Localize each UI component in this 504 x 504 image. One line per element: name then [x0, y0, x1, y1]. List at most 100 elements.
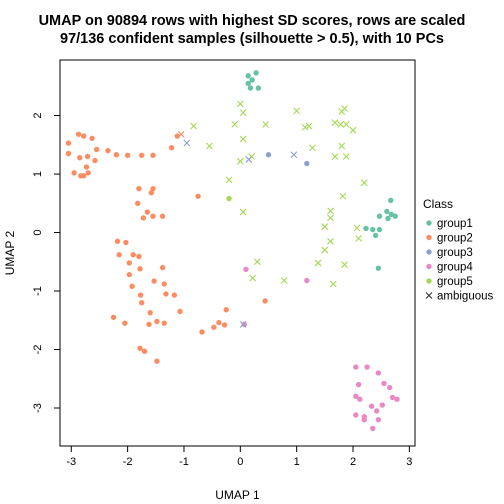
group2-point — [77, 154, 83, 161]
ambiguous-point — [231, 120, 239, 128]
legend-title: Class — [423, 197, 453, 211]
group1-point — [363, 225, 369, 232]
legend-label-group5: group5 — [437, 276, 473, 288]
group2-point — [130, 252, 136, 258]
group2-point — [116, 252, 122, 258]
group2-point — [199, 329, 205, 335]
group4-point — [375, 416, 382, 423]
y-tick-label: -2 — [32, 345, 44, 355]
group2-point — [136, 185, 142, 192]
ambiguous-point — [305, 122, 313, 130]
group1-point — [370, 226, 376, 233]
ambiguous-point — [225, 176, 233, 184]
group4-point — [394, 396, 400, 402]
ambiguous-point — [301, 123, 309, 131]
group2-point — [124, 152, 131, 159]
ambiguous-point — [342, 153, 350, 160]
x-tick-label: 0 — [237, 456, 243, 468]
group2-point — [150, 185, 156, 192]
ambiguous-point — [338, 142, 346, 150]
group4-point — [304, 277, 310, 284]
x-tick-label: 1 — [294, 456, 300, 468]
group2-point — [126, 260, 133, 266]
group4-point — [370, 425, 376, 432]
group2-point — [177, 308, 183, 315]
ambiguous-point — [205, 142, 213, 150]
group2-point — [83, 164, 90, 170]
group2-point — [65, 140, 72, 146]
group2-point — [93, 146, 100, 153]
ambiguous-point — [327, 207, 334, 215]
group2-point — [122, 320, 128, 326]
group1-point — [253, 70, 259, 76]
legend-marker-ambiguous — [425, 292, 433, 299]
group2-point — [137, 292, 144, 298]
group2-point — [84, 153, 91, 160]
group4-point — [381, 380, 387, 387]
chart-title-line-2: 97/136 confident samples (silhouette > 0… — [60, 31, 444, 47]
group4-point — [361, 414, 367, 420]
group2-point — [168, 145, 175, 151]
ambiguous-point — [355, 234, 363, 242]
ambiguous-point — [360, 179, 368, 187]
group2-point — [150, 213, 156, 219]
ambiguous-point — [239, 208, 247, 216]
group2-point — [123, 239, 129, 246]
group2-point — [80, 173, 87, 179]
chart-title-line-1: UMAP on 90894 rows with highest SD score… — [39, 13, 466, 29]
group1-point — [392, 213, 398, 219]
group2-point — [161, 281, 167, 287]
ambiguous-point — [177, 130, 185, 138]
group1-point — [376, 226, 383, 233]
ambiguous-point — [183, 139, 191, 147]
group4-point — [241, 321, 247, 328]
group1-point — [245, 73, 251, 79]
group4-point — [353, 393, 359, 399]
group4-point — [353, 412, 359, 418]
x-tick-label: -3 — [66, 456, 76, 468]
x-tick-label: -2 — [123, 456, 133, 468]
group2-point — [171, 292, 178, 298]
y-tick-label: 0 — [32, 229, 44, 235]
group2-point — [159, 213, 166, 219]
group1-point — [249, 77, 255, 83]
legend-label-group2: group2 — [437, 233, 473, 245]
ambiguous-point — [321, 223, 329, 231]
group4-point — [379, 402, 386, 408]
ambiguous-point — [280, 277, 288, 284]
group1-point — [375, 265, 382, 271]
group2-point — [195, 193, 201, 199]
group2-point — [105, 147, 111, 154]
group4-point — [353, 364, 359, 370]
group1-point — [372, 232, 379, 239]
ambiguous-point — [262, 120, 270, 128]
group2-point — [262, 298, 268, 304]
ambiguous-point — [190, 122, 197, 130]
x-tick-label: -1 — [179, 456, 189, 468]
ambiguous-point — [342, 120, 350, 128]
ambiguous-point — [349, 126, 357, 134]
group2-point — [211, 324, 217, 330]
group4-point — [364, 364, 370, 370]
ambiguous-point — [327, 237, 334, 245]
group2-point — [216, 319, 222, 326]
legend-marker-group3 — [426, 249, 432, 255]
y-tick-label: 2 — [32, 112, 44, 118]
group2-point — [135, 200, 141, 206]
ambiguous-point — [236, 100, 244, 108]
ambiguous-point — [353, 224, 361, 232]
group2-point — [65, 150, 72, 157]
group2-point — [147, 309, 153, 316]
group2-point — [140, 215, 147, 221]
group1-point — [376, 213, 383, 219]
ambiguous-point — [314, 259, 322, 267]
group5-point — [226, 195, 232, 202]
legend-marker-group1 — [426, 220, 432, 226]
group2-point — [126, 271, 133, 278]
ambiguous-point — [341, 105, 348, 112]
ambiguous-point — [253, 258, 261, 266]
group4-point — [355, 381, 362, 388]
x-tick-label: 3 — [406, 456, 412, 468]
ambiguous-point — [293, 107, 301, 115]
ambiguous-point — [331, 153, 339, 160]
